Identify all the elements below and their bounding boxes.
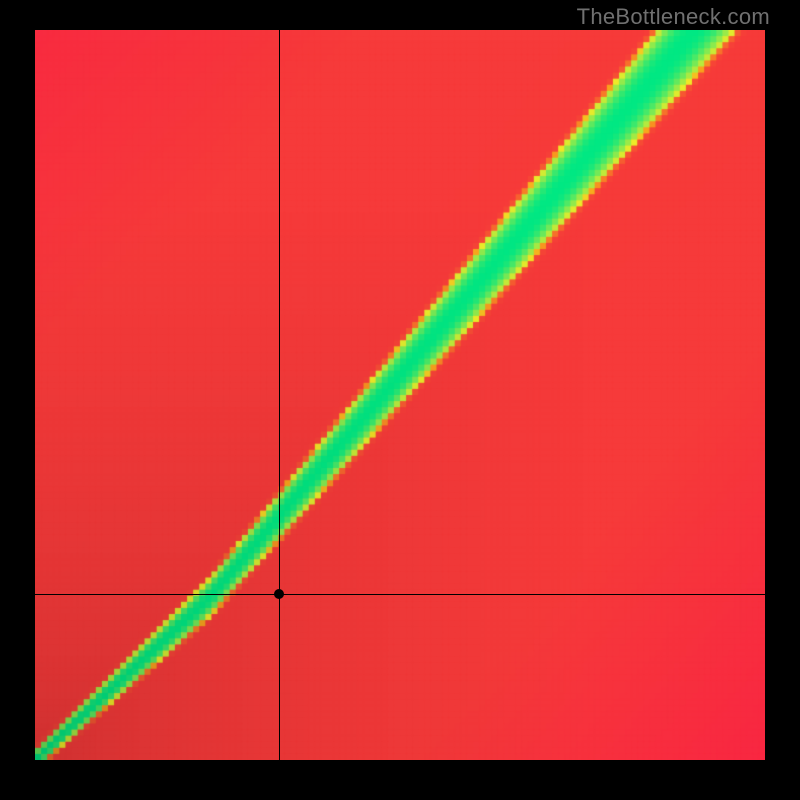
- crosshair-marker-dot: [274, 589, 284, 599]
- heatmap-frame: [35, 30, 765, 760]
- crosshair-vertical: [279, 30, 280, 760]
- crosshair-horizontal: [35, 594, 765, 595]
- bottleneck-heatmap: [35, 30, 765, 760]
- watermark-text: TheBottleneck.com: [577, 4, 770, 30]
